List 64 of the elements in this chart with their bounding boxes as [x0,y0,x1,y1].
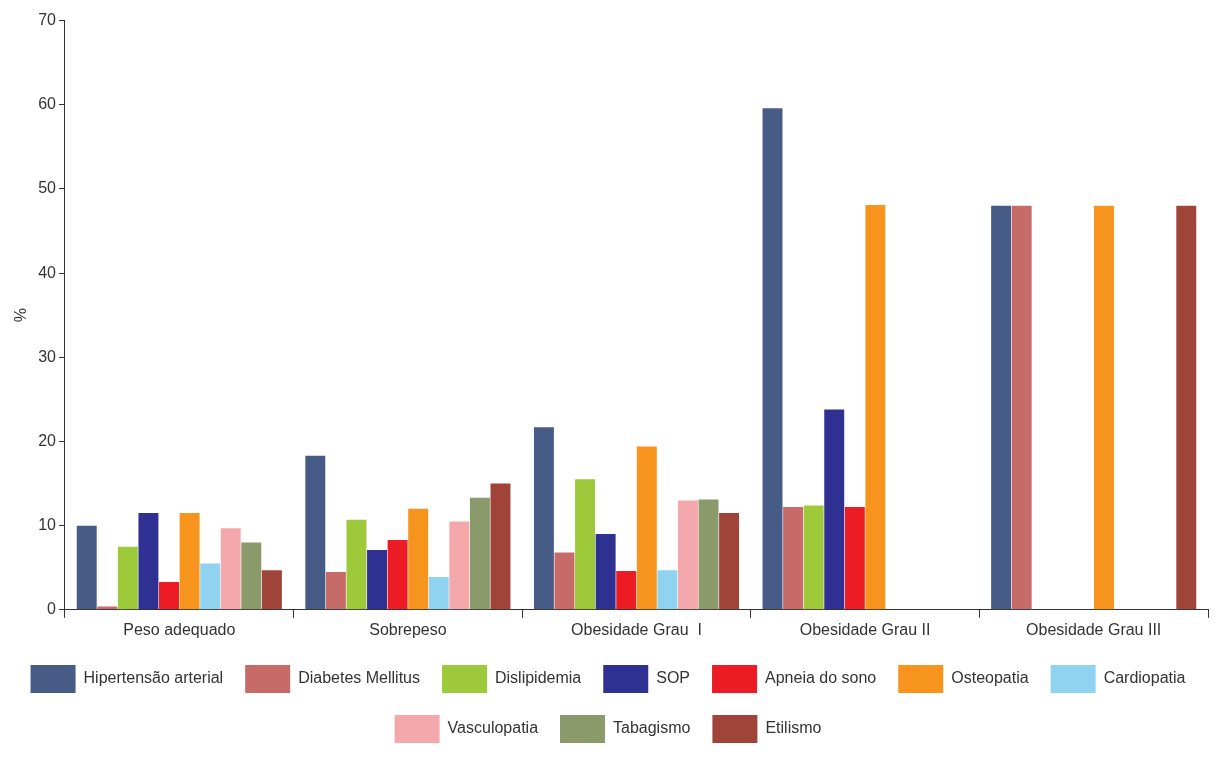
bar [1011,205,1032,610]
bar [305,455,326,610]
bar [117,546,138,610]
legend-label: Osteopatia [951,669,1029,687]
x-tick-label: Peso adequado [123,620,236,638]
x-tick-label: Sobrepeso [369,620,447,638]
bar [261,570,282,610]
bar [367,550,388,610]
legend-label: Apneia do sono [765,669,877,687]
bar [241,542,262,610]
bar [387,539,408,610]
bar [616,571,637,610]
bar [449,521,470,610]
bar [138,513,159,610]
bar [783,507,804,610]
legend-label: Etilismo [765,719,822,737]
bar [325,571,346,610]
bar [991,205,1012,610]
bar [1094,205,1114,610]
y-tick-label: 60 [38,95,57,113]
bar [803,505,824,610]
bar [469,497,490,610]
y-tick-label: 50 [38,179,57,197]
y-tick-label: 30 [38,347,57,365]
bar [428,576,449,610]
legend-label: Dislipidemia [495,669,582,687]
y-tick-label: 0 [47,600,57,618]
legend-label: Cardiopatia [1103,669,1186,687]
bar [533,427,554,610]
bar [76,525,97,610]
bar [159,582,179,610]
bar [408,508,429,610]
x-tick-label: Obesidade Grau III [1026,620,1162,638]
y-tick-label: 40 [38,263,57,281]
legend-label: Diabetes Mellitus [298,669,420,687]
bar [220,528,241,610]
y-tick-label: 20 [38,431,57,449]
bar [719,513,740,610]
bar [657,570,678,610]
bar [677,500,698,610]
bar [698,499,719,610]
bar [179,513,200,610]
bar [636,446,657,610]
bar [346,519,367,610]
legend-label: SOP [656,669,691,687]
bar [844,507,865,610]
bar [865,204,886,610]
bar [824,409,845,610]
y-tick-label: 10 [38,516,57,534]
bar [762,108,783,610]
y-tick-label: 70 [38,11,57,29]
bar [97,606,118,610]
bar [595,534,616,610]
bar [490,483,511,610]
bar [575,479,596,610]
y-axis-title: % [12,308,30,323]
legend-label: Vasculopatia [447,719,539,737]
bar [1176,205,1197,610]
x-tick-label: Obesidade Grau I [571,620,702,638]
bar [554,552,575,610]
legend-label: Tabagismo [613,719,691,737]
legend-label: Hipertensão arterial [83,669,224,687]
x-tick-label: Obesidade Grau II [799,620,931,638]
bar [200,563,221,610]
